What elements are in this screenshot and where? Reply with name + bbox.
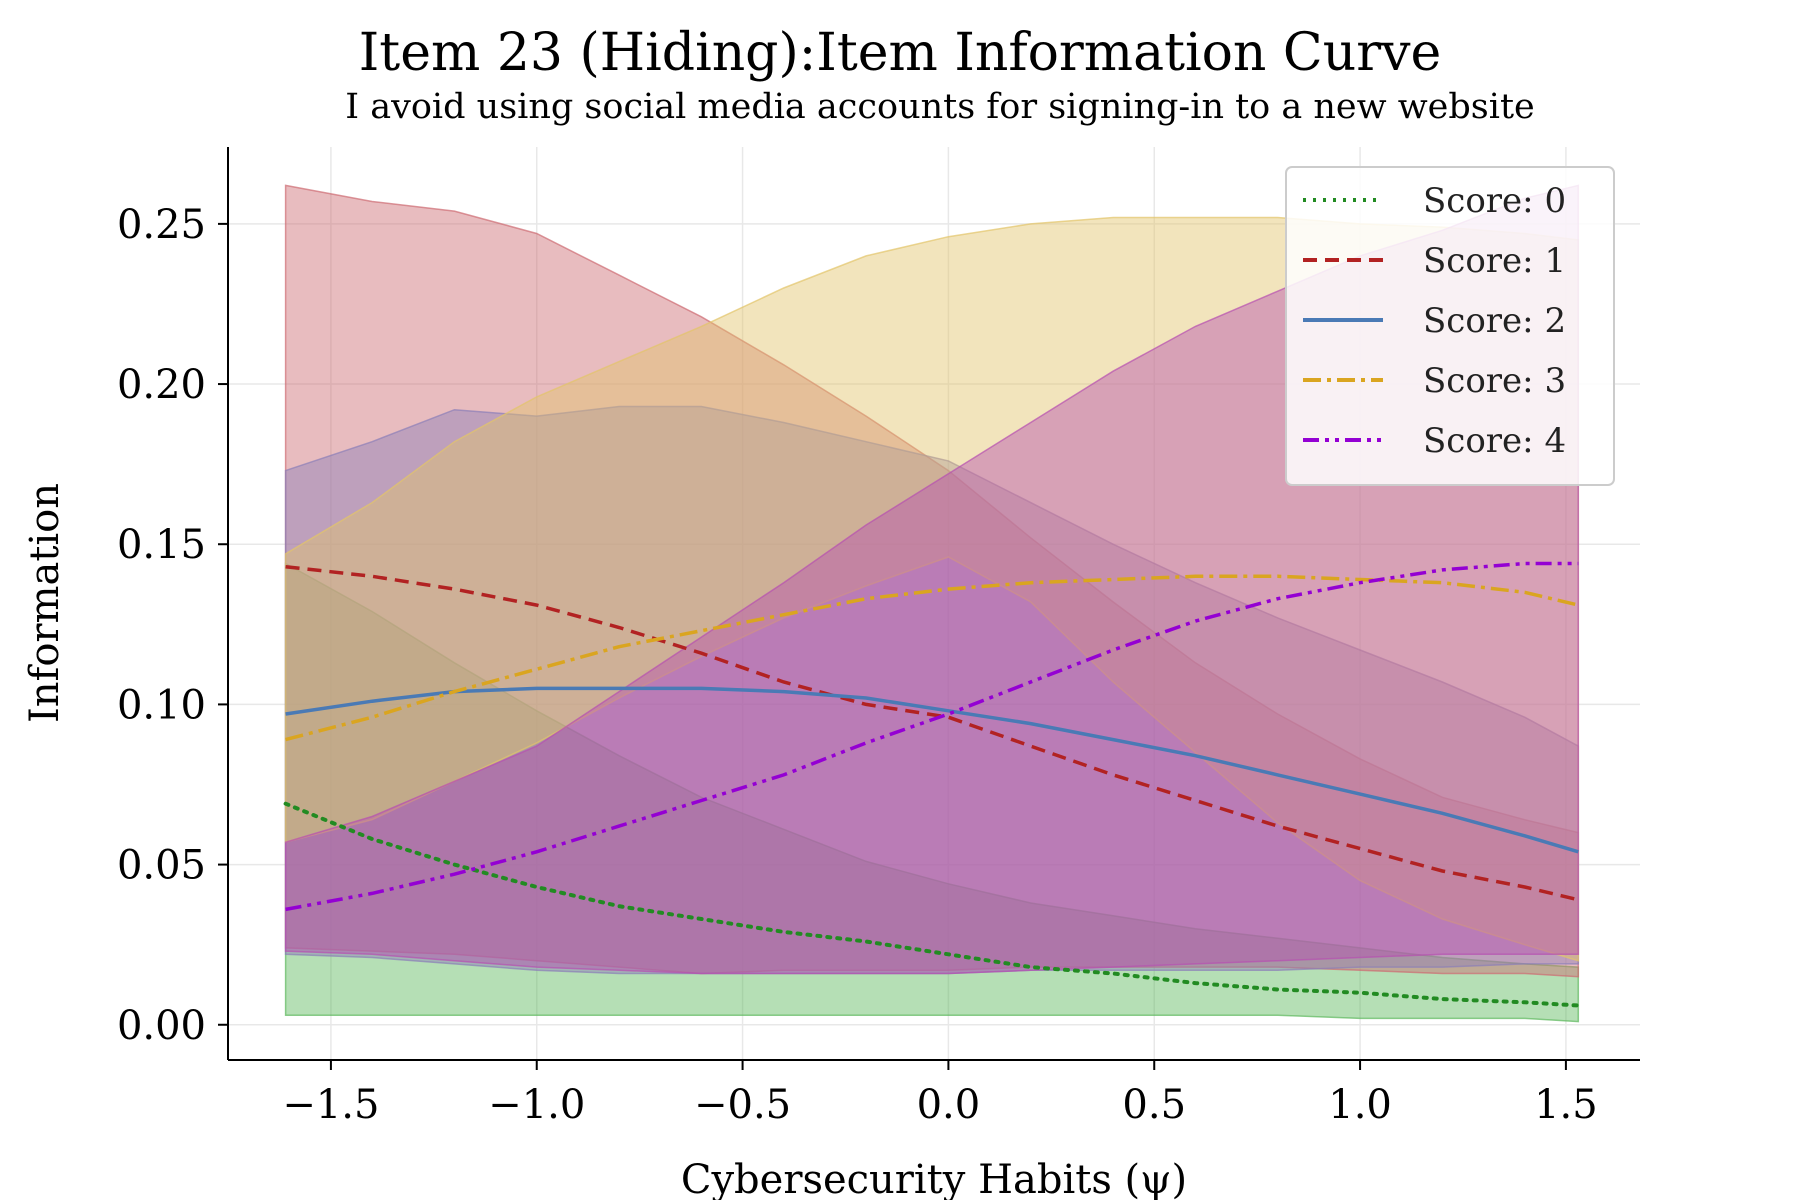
band-score-1 bbox=[284, 184, 1580, 978]
y-tick-label: 0.20 bbox=[117, 362, 206, 408]
x-tick-label: 0.5 bbox=[1122, 1082, 1186, 1128]
chart-subtitle: I avoid using social media accounts for … bbox=[345, 87, 1534, 127]
confidence-bands bbox=[284, 184, 1580, 1023]
legend-box bbox=[1285, 166, 1615, 486]
x-tick-label: 0.0 bbox=[917, 1082, 981, 1128]
y-tick-label: 0.05 bbox=[117, 843, 206, 889]
line-score-0 bbox=[283, 801, 1581, 1008]
legend-label-score-2: Score: 2 bbox=[1423, 301, 1566, 341]
band-score-2 bbox=[284, 405, 1580, 975]
x-tick-label: −1.5 bbox=[282, 1082, 379, 1128]
y-axis-label: Information bbox=[22, 483, 68, 723]
legend-label-score-4: Score: 4 bbox=[1423, 421, 1566, 461]
x-tick-label: 1.5 bbox=[1534, 1082, 1598, 1128]
chart-title: Item 23 (Hiding):Item Information Curve bbox=[359, 23, 1441, 83]
axes bbox=[227, 147, 1640, 1061]
x-axis-label: Cybersecurity Habits (ψ) bbox=[681, 1157, 1187, 1200]
legend-items: Score: 0 Score: 1 Score: 2 Score: 3 Score: 4 bbox=[1303, 181, 1566, 461]
y-ticks: 0.00 0.05 0.10 0.15 0.20 0.25 bbox=[117, 202, 228, 1049]
legend-label-score-1: Score: 1 bbox=[1423, 241, 1566, 281]
band-score-3 bbox=[284, 216, 1580, 962]
y-tick-label: 0.25 bbox=[117, 202, 206, 248]
y-tick-label: 0.15 bbox=[117, 522, 206, 568]
y-tick-label: 0.00 bbox=[117, 1003, 206, 1049]
series-lines bbox=[283, 561, 1581, 1008]
line-score-2 bbox=[285, 686, 1579, 854]
x-tick-label: 1.0 bbox=[1328, 1082, 1392, 1128]
legend-label-score-0: Score: 0 bbox=[1423, 181, 1566, 221]
legend: Score: 0 Score: 1 Score: 2 Score: 3 Score: 4 bbox=[1285, 166, 1615, 486]
x-tick-label: −0.5 bbox=[694, 1082, 791, 1128]
x-tick-label: −1.0 bbox=[488, 1082, 585, 1128]
line-score-3 bbox=[285, 574, 1579, 742]
band-score-4 bbox=[284, 184, 1580, 975]
legend-label-score-3: Score: 3 bbox=[1423, 361, 1566, 401]
line-score-1 bbox=[285, 564, 1579, 902]
band-score-0 bbox=[284, 562, 1580, 1023]
y-tick-label: 0.10 bbox=[117, 682, 206, 728]
x-ticks: −1.5 −1.0 −0.5 0.0 0.5 1.0 1.5 bbox=[282, 1060, 1598, 1128]
